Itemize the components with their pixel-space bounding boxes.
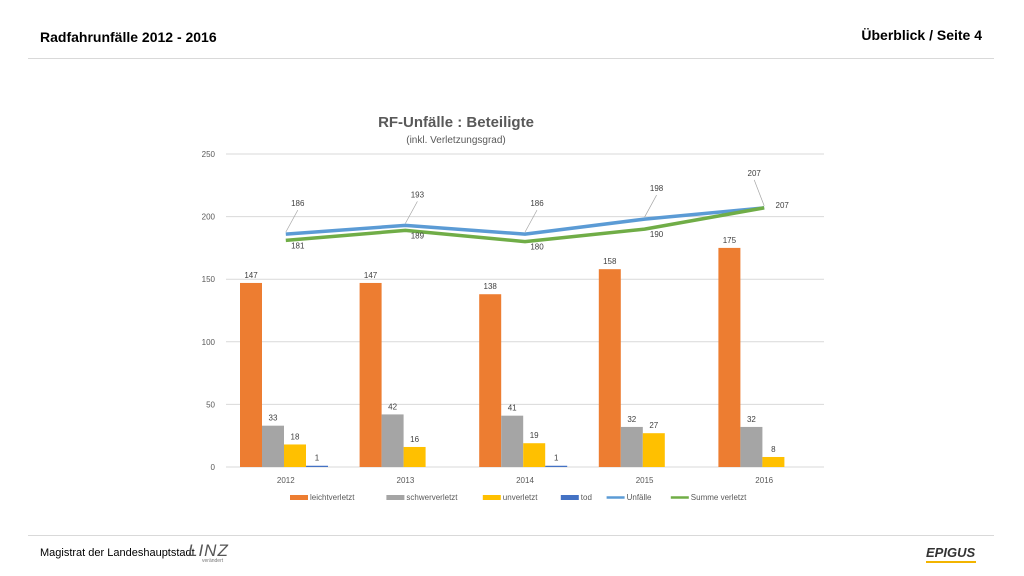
data-label: 1 <box>554 454 559 463</box>
leader-line <box>285 209 299 233</box>
data-label: 33 <box>269 414 278 423</box>
bar-leichtverletzt <box>598 269 621 467</box>
legend-label: tod <box>581 493 592 502</box>
data-label: 193 <box>411 190 425 199</box>
data-label: 27 <box>649 421 658 430</box>
bar-schwerverletzt <box>501 415 524 467</box>
data-label: 189 <box>411 231 425 240</box>
data-label: 8 <box>771 445 776 454</box>
legend-label: leichtverletzt <box>310 493 355 502</box>
y-tick-label: 200 <box>202 213 216 222</box>
data-label: 18 <box>291 432 300 441</box>
x-tick-label: 2014 <box>516 476 534 485</box>
data-label: 138 <box>484 282 498 291</box>
data-label: 181 <box>291 241 305 250</box>
x-tick-label: 2012 <box>277 476 295 485</box>
legend-label: Summe verletzt <box>691 493 747 502</box>
legend-label: schwerverletzt <box>406 493 458 502</box>
bar-unverletzt <box>284 444 306 467</box>
data-label: 198 <box>650 184 664 193</box>
bar-unverletzt <box>762 456 785 467</box>
leader-line <box>405 201 418 224</box>
legend-label: unverletzt <box>503 493 538 502</box>
y-tick-label: 250 <box>202 150 216 159</box>
data-label: 180 <box>530 243 544 252</box>
bar-schwerverletzt <box>740 426 763 467</box>
data-label: 41 <box>508 404 517 413</box>
epigus-logo: EPIGUS <box>926 545 976 563</box>
bar-schwerverletzt <box>381 414 404 467</box>
data-label: 207 <box>748 169 762 178</box>
page-title: Radfahrunfälle 2012 - 2016 <box>40 29 217 45</box>
bar-tod <box>306 465 328 467</box>
bar-schwerverletzt <box>262 425 284 467</box>
y-tick-label: 50 <box>206 400 215 409</box>
data-label: 175 <box>723 236 737 245</box>
data-label: 147 <box>244 271 258 280</box>
leader-line <box>753 179 765 206</box>
x-tick-label: 2013 <box>397 476 415 485</box>
data-label: 186 <box>530 199 544 208</box>
data-label: 32 <box>747 415 756 424</box>
data-label: 158 <box>603 257 617 266</box>
y-tick-label: 150 <box>202 275 216 284</box>
footer-org: Magistrat der Landeshauptstadt <box>40 547 195 559</box>
footer-divider <box>28 535 994 536</box>
data-label: 32 <box>627 415 636 424</box>
bar-schwerverletzt <box>620 426 643 467</box>
legend-swatch <box>290 495 308 500</box>
data-label: 42 <box>388 402 397 411</box>
data-label: 207 <box>776 201 790 210</box>
legend-swatch <box>560 495 579 500</box>
bar-leichtverletzt <box>479 294 502 467</box>
line-Unfälle <box>285 206 765 236</box>
bar-leichtverletzt <box>359 282 382 467</box>
legend-swatch <box>386 495 405 500</box>
y-tick-label: 0 <box>211 463 216 472</box>
x-tick-label: 2015 <box>636 476 654 485</box>
data-label: 147 <box>364 271 378 280</box>
chart-subtitle: (inkl. Verletzungsgrad) <box>406 135 506 146</box>
leader-line <box>644 194 657 218</box>
x-tick-label: 2016 <box>755 476 773 485</box>
line-Summe verletzt <box>285 206 765 244</box>
data-label: 16 <box>410 435 419 444</box>
data-label: 186 <box>291 199 305 208</box>
chart-title: RF-Unfälle : Beteiligte <box>378 114 534 131</box>
data-label: 19 <box>530 431 539 440</box>
header-divider <box>28 58 994 59</box>
linz-logo: LINZ verändert <box>188 541 229 564</box>
bar-unverletzt <box>403 446 426 467</box>
bar-leichtverletzt <box>240 282 262 467</box>
leader-line <box>524 209 538 233</box>
bar-unverletzt <box>642 433 665 467</box>
legend-label: Unfälle <box>627 493 652 502</box>
y-tick-label: 100 <box>202 338 216 347</box>
bar-unverletzt <box>523 443 546 467</box>
bar-leichtverletzt <box>718 247 741 467</box>
bar-tod <box>545 465 568 467</box>
data-label: 1 <box>315 454 320 463</box>
legend-swatch <box>482 495 501 500</box>
data-label: 190 <box>650 230 664 239</box>
page-indicator: Überblick / Seite 4 <box>861 27 982 43</box>
